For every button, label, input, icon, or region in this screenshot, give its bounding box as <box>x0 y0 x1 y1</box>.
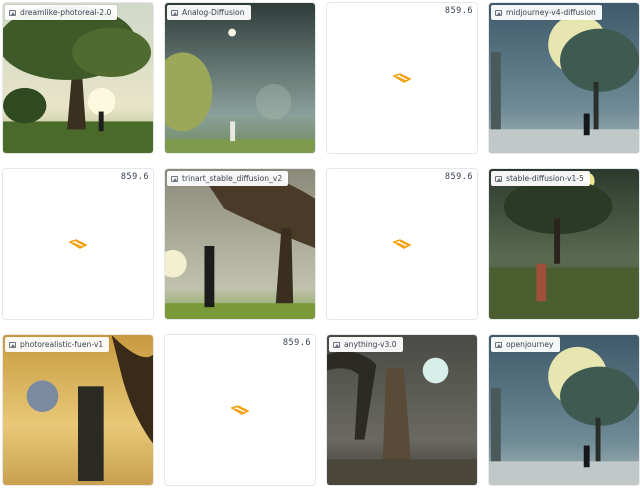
model-tag: Analog-Diffusion <box>167 5 251 20</box>
generated-image[interactable] <box>165 3 315 153</box>
elapsed-counter: 859.6 <box>444 6 473 16</box>
generated-image[interactable] <box>165 169 315 319</box>
result-card[interactable]: trinart_stable_diffusion_v2 <box>164 168 316 320</box>
generated-image[interactable] <box>489 169 639 319</box>
generated-image[interactable] <box>327 335 477 485</box>
result-card[interactable]: anything-v3.0 <box>326 334 478 486</box>
result-card[interactable]: openjourney <box>488 334 640 486</box>
image-icon <box>495 9 502 16</box>
model-tag: photorealistic-fuen-v1 <box>5 337 110 352</box>
result-card[interactable]: dreamlike-photoreal-2.0 <box>2 2 154 154</box>
pending-card: 859.6 <box>326 2 478 154</box>
image-icon <box>9 9 16 16</box>
loading-icon <box>231 405 249 415</box>
result-card[interactable]: Analog-Diffusion <box>164 2 316 154</box>
elapsed-counter: 859.6 <box>444 172 473 182</box>
pending-card: 859.6 <box>2 168 154 320</box>
loading-icon <box>393 73 411 83</box>
generated-image[interactable] <box>489 3 639 153</box>
model-tag: trinart_stable_diffusion_v2 <box>167 171 289 186</box>
elapsed-counter: 859.6 <box>120 172 149 182</box>
result-card[interactable]: stable-diffusion-v1-5 <box>488 168 640 320</box>
image-icon <box>9 341 16 348</box>
elapsed-counter: 859.6 <box>282 338 311 348</box>
model-tag: stable-diffusion-v1-5 <box>491 171 590 186</box>
generated-image[interactable] <box>489 335 639 485</box>
image-icon <box>171 9 178 16</box>
generated-image[interactable] <box>3 335 153 485</box>
model-tag: anything-v3.0 <box>329 337 403 352</box>
image-icon <box>495 341 502 348</box>
loading-icon <box>69 239 87 249</box>
image-icon <box>333 341 340 348</box>
model-tag: midjourney-v4-diffusion <box>491 5 602 20</box>
generated-image[interactable] <box>3 3 153 153</box>
model-tag: dreamlike-photoreal-2.0 <box>5 5 118 20</box>
loading-icon <box>393 239 411 249</box>
image-icon <box>495 175 502 182</box>
result-card[interactable]: midjourney-v4-diffusion <box>488 2 640 154</box>
pending-card: 859.6 <box>326 168 478 320</box>
pending-card: 859.6 <box>164 334 316 486</box>
result-card[interactable]: photorealistic-fuen-v1 <box>2 334 154 486</box>
image-icon <box>171 175 178 182</box>
model-tag: openjourney <box>491 337 560 352</box>
